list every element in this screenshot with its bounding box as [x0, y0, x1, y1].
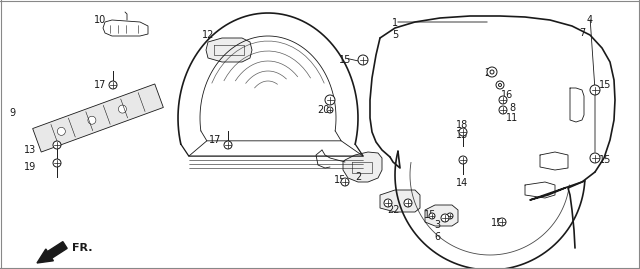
- Circle shape: [384, 199, 392, 207]
- Circle shape: [53, 159, 61, 167]
- Text: 17: 17: [94, 80, 106, 90]
- Circle shape: [459, 128, 467, 136]
- Text: 15: 15: [599, 155, 611, 165]
- Text: 15: 15: [339, 55, 351, 65]
- Text: 14: 14: [456, 178, 468, 188]
- Circle shape: [224, 141, 232, 149]
- Text: 10: 10: [94, 15, 106, 25]
- Text: 2: 2: [355, 172, 361, 182]
- Text: 15: 15: [491, 218, 503, 228]
- Circle shape: [499, 106, 507, 114]
- Text: 3: 3: [434, 220, 440, 230]
- Text: FR.: FR.: [72, 243, 93, 253]
- Text: 20: 20: [317, 105, 329, 115]
- Text: 5: 5: [392, 30, 398, 40]
- Text: 21: 21: [484, 68, 496, 78]
- Circle shape: [325, 95, 335, 105]
- Text: 4: 4: [587, 15, 593, 25]
- Polygon shape: [33, 84, 163, 152]
- Text: 19: 19: [24, 162, 36, 172]
- Text: 15: 15: [456, 130, 468, 140]
- Circle shape: [88, 116, 96, 124]
- Circle shape: [341, 178, 349, 186]
- Circle shape: [499, 96, 507, 104]
- Text: 22: 22: [387, 205, 399, 215]
- Circle shape: [109, 81, 117, 89]
- Polygon shape: [380, 190, 420, 212]
- Circle shape: [404, 199, 412, 207]
- Circle shape: [498, 218, 506, 226]
- Circle shape: [447, 213, 453, 219]
- Text: 6: 6: [434, 232, 440, 242]
- Text: 16: 16: [501, 90, 513, 100]
- Text: 15: 15: [334, 175, 346, 185]
- Circle shape: [327, 107, 333, 113]
- Circle shape: [118, 105, 127, 113]
- Circle shape: [441, 214, 449, 222]
- Text: 18: 18: [456, 120, 468, 130]
- Circle shape: [590, 85, 600, 95]
- Circle shape: [429, 213, 435, 219]
- Text: 11: 11: [506, 113, 518, 123]
- Circle shape: [490, 70, 494, 74]
- Text: 9: 9: [9, 108, 15, 118]
- Circle shape: [496, 81, 504, 89]
- Text: 13: 13: [24, 145, 36, 155]
- Circle shape: [53, 141, 61, 149]
- Text: 8: 8: [509, 103, 515, 113]
- Polygon shape: [103, 20, 148, 36]
- Circle shape: [358, 55, 368, 65]
- Circle shape: [459, 156, 467, 164]
- Text: 17: 17: [209, 135, 221, 145]
- Text: 1: 1: [392, 18, 398, 28]
- Text: 15: 15: [599, 80, 611, 90]
- Polygon shape: [206, 38, 252, 62]
- Circle shape: [487, 67, 497, 77]
- Polygon shape: [343, 152, 382, 182]
- FancyArrow shape: [37, 242, 67, 263]
- Circle shape: [590, 153, 600, 163]
- Polygon shape: [425, 205, 458, 226]
- Text: 12: 12: [202, 30, 214, 40]
- Circle shape: [499, 83, 502, 87]
- Circle shape: [58, 128, 65, 135]
- Text: 15: 15: [424, 210, 436, 220]
- Text: 7: 7: [579, 28, 585, 38]
